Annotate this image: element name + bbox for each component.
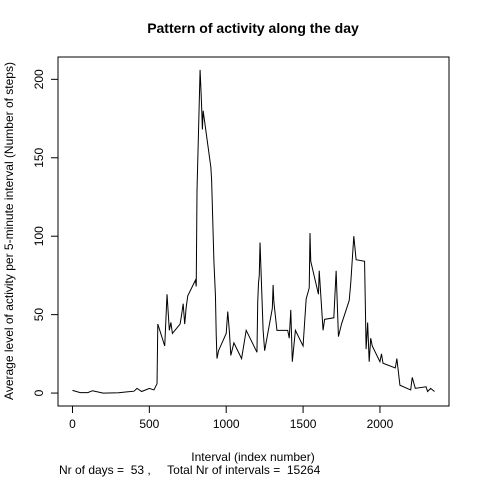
- x-tick-label: 2000: [367, 417, 394, 431]
- x-tick-label: 1000: [213, 417, 240, 431]
- x-axis-label: Interval (index number): [191, 450, 314, 464]
- annotation: Nr of days = 53 , Total Nr of intervals …: [59, 463, 321, 477]
- chart-title: Pattern of activity along the day: [147, 20, 359, 36]
- y-tick-label: 200: [32, 69, 46, 89]
- y-tick-label: 0: [32, 389, 46, 396]
- y-tick-label: 150: [32, 147, 46, 167]
- x-tick-label: 0: [69, 417, 76, 431]
- x-tick-label: 500: [139, 417, 159, 431]
- plot-box: [57, 56, 450, 407]
- y-tick-label: 50: [32, 308, 46, 322]
- y-axis-label: Average level of activity per 5-minute i…: [2, 62, 16, 400]
- x-tick-label: 1500: [290, 417, 317, 431]
- data-line: [72, 69, 435, 394]
- y-tick-label: 100: [32, 226, 46, 246]
